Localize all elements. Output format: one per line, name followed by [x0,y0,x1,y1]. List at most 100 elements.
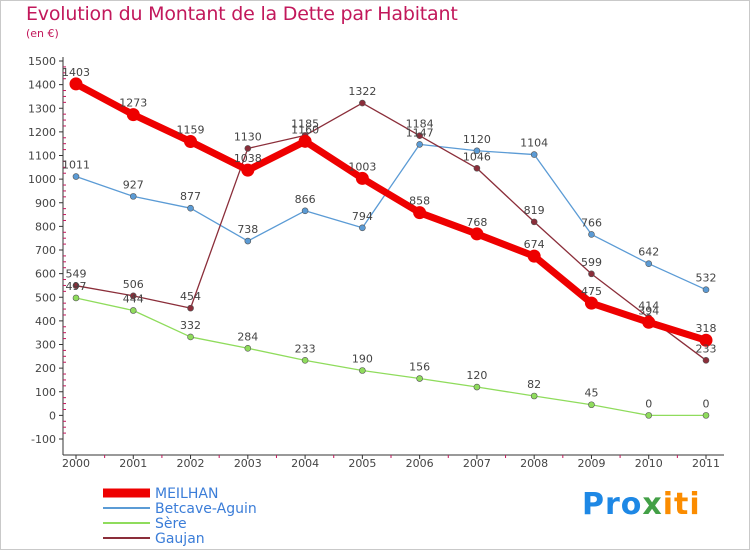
y-tick-label: 1500 [28,55,56,68]
data-label: 1322 [348,85,376,98]
data-point [72,173,80,180]
series-line-2 [75,297,707,417]
data-point [473,383,481,391]
data-point [642,315,656,329]
data-label: 318 [696,322,717,335]
data-point [470,227,484,241]
data-point [413,206,427,220]
x-tick-label: 2002 [177,457,205,470]
data-label: 190 [352,352,373,365]
data-point [187,204,194,212]
data-label: 0 [645,397,652,410]
y-tick-label: 1400 [28,79,56,92]
chart-subtitle: (en €) [26,27,59,40]
data-point [702,286,710,293]
data-label: 1159 [177,124,205,137]
y-tick-label: 1100 [28,150,56,163]
x-tick-label: 2008 [520,457,548,470]
data-label: 506 [123,278,144,291]
x-tick-label: 2001 [119,457,147,470]
data-point [301,357,309,364]
series-line-0 [72,80,710,344]
y-tick-label: 100 [35,386,56,399]
data-label: 599 [581,256,602,269]
data-point [645,412,653,419]
data-label: 1273 [119,97,147,110]
data-label: 454 [180,290,201,303]
data-point [702,357,710,364]
data-point [301,207,309,215]
data-labels-layer: 1403 1273 1159 1038 1160 1003 858 768 674 475 394 3… [62,66,717,410]
data-point [72,282,80,289]
data-label: 877 [180,190,201,203]
data-label: 233 [696,342,717,355]
data-point [645,260,653,268]
data-point [72,294,80,302]
data-label: 768 [466,216,487,229]
data-point [530,218,538,226]
y-tick-label: 1200 [28,126,56,139]
data-point [530,151,538,158]
data-label: 738 [237,223,258,236]
data-label: 1120 [463,133,491,146]
x-tick-label: 2010 [635,457,663,470]
series-layer [69,77,713,419]
logo-part-3: iti [662,487,701,522]
data-label: 927 [123,178,144,191]
y-tick-label: 600 [35,268,56,281]
data-point [416,375,423,382]
chart-title: Evolution du Montant de la Dette par Hab… [26,3,458,25]
data-label: 866 [295,193,316,206]
data-label: 475 [581,285,602,298]
x-tick-label: 2009 [577,457,605,470]
data-point [588,270,595,278]
data-label: 45 [584,387,598,400]
series-line-1 [75,143,707,291]
data-point [244,344,252,352]
data-point [298,134,312,148]
data-label: 794 [352,210,373,223]
data-point [129,307,137,314]
data-point [702,412,710,419]
data-label: 0 [703,397,710,410]
data-label: 858 [409,195,430,208]
data-point [69,77,83,91]
data-label: 1104 [520,137,548,150]
data-label: 819 [524,204,545,217]
data-point [588,401,595,409]
data-label: 394 [638,304,659,317]
data-point [126,108,140,122]
x-tick-label: 2005 [348,457,376,470]
data-label: 642 [638,246,659,259]
legend-label: Gaujan [155,531,205,547]
data-point [129,292,137,300]
y-tick-label: 0 [49,409,56,422]
x-tick-label: 2003 [234,457,262,470]
y-tick-label: 500 [35,291,56,304]
data-point [244,237,252,245]
y-tick-label: 1300 [28,102,56,115]
data-label: 1130 [234,130,262,143]
y-tick-label: 800 [35,220,56,233]
data-point [187,304,194,312]
data-label: 332 [180,319,201,332]
series-line-3 [75,102,707,361]
logo-part-2: x [642,487,663,522]
data-point [416,141,423,148]
data-label: 549 [66,268,87,281]
data-label: 156 [409,361,430,374]
y-tick-label: 300 [35,339,56,352]
data-label: 1185 [291,117,319,130]
data-label: 1003 [348,160,376,173]
data-point [359,224,366,232]
data-label: 414 [638,300,659,313]
y-tick-label: 900 [35,197,56,210]
axes: -100010020030040050060070080090010001100… [28,55,724,470]
data-label: 497 [66,280,87,293]
data-point [473,164,481,172]
data-label: 1403 [62,66,90,79]
data-point [244,145,252,152]
logo-part-1: Pro [582,487,643,522]
data-label: 674 [524,238,545,251]
